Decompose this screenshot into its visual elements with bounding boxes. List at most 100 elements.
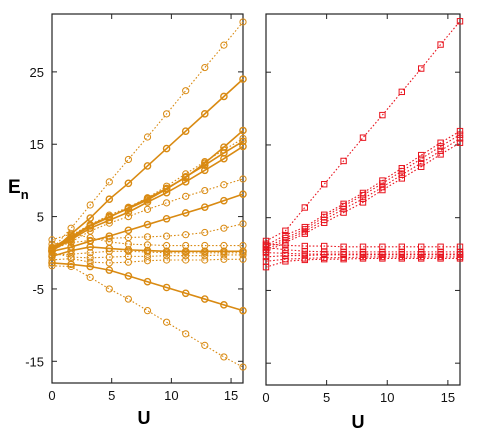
data-point (86, 262, 94, 271)
data-point (220, 301, 228, 309)
data-point (359, 199, 367, 206)
x-tick-label: 10 (164, 388, 178, 403)
data-point (163, 232, 171, 240)
data-point (48, 262, 56, 270)
data-point (220, 251, 228, 259)
series-9-line (51, 233, 243, 247)
data-point (418, 155, 425, 162)
data-point (182, 252, 190, 260)
series-12-line (51, 250, 243, 256)
data-point (239, 306, 247, 315)
data-point (239, 175, 247, 183)
data-point (201, 252, 209, 260)
data-point (201, 186, 209, 195)
data-point (181, 178, 190, 186)
data-point (200, 166, 209, 175)
series-11-line (51, 246, 243, 258)
x-tick-label: 15 (224, 388, 238, 403)
data-point (456, 127, 464, 135)
data-point (220, 143, 228, 151)
series-4-line (265, 137, 461, 251)
data-point (48, 240, 56, 248)
data-point (220, 41, 228, 49)
data-point (398, 175, 406, 182)
data-point (418, 151, 425, 159)
data-point (239, 126, 247, 135)
series-7-line (51, 178, 244, 251)
data-point (48, 251, 56, 259)
data-point (418, 65, 425, 72)
data-point (220, 92, 228, 101)
data-point (124, 179, 133, 188)
data-point (124, 212, 132, 221)
data-point (143, 198, 152, 206)
x-tick-label: 0 (262, 390, 269, 405)
data-point (124, 204, 133, 212)
data-point (201, 228, 209, 237)
data-point (201, 63, 209, 72)
data-point (340, 209, 347, 216)
data-point (105, 244, 114, 253)
data-point (86, 273, 94, 281)
data-point (124, 208, 133, 217)
data-point (418, 163, 425, 170)
data-point (239, 137, 247, 146)
data-point (163, 249, 171, 257)
series-10-line (51, 223, 244, 245)
data-point (220, 224, 228, 232)
data-point (359, 255, 367, 262)
data-point (398, 167, 406, 175)
data-point (48, 249, 56, 257)
data-point (340, 255, 347, 263)
series-13-line (51, 252, 243, 259)
data-point (200, 110, 209, 118)
data-point (379, 255, 386, 262)
data-point (201, 249, 209, 257)
data-point (239, 255, 247, 263)
y-tick-label: 25 (30, 65, 44, 80)
data-point (418, 255, 425, 262)
data-point (220, 196, 228, 205)
x-axis-label-right: U (352, 412, 365, 432)
series-2-line (51, 78, 244, 252)
series-1-line (51, 21, 244, 250)
data-point (124, 233, 132, 242)
data-point (359, 191, 367, 199)
data-point (163, 256, 171, 264)
data-point (182, 192, 190, 200)
right-panel: 0 5 10 15 (262, 13, 464, 405)
data-point (282, 227, 289, 234)
data-point (124, 258, 132, 266)
data-point (456, 18, 464, 25)
data-point (239, 190, 247, 198)
series-6-line (51, 145, 244, 252)
data-point (456, 131, 464, 138)
data-point (239, 363, 247, 371)
data-point (262, 240, 270, 248)
data-point (162, 188, 171, 197)
data-point (301, 204, 309, 211)
data-point (162, 214, 171, 223)
x-tick-label: 10 (380, 390, 394, 405)
data-point (143, 205, 152, 213)
data-point (379, 186, 386, 194)
data-point (456, 255, 464, 262)
data-point (105, 195, 114, 204)
data-point (163, 318, 171, 326)
data-point (124, 226, 133, 235)
data-point (220, 255, 228, 263)
data-point (105, 178, 113, 186)
data-point (239, 220, 247, 228)
y-tick-label: 15 (30, 137, 44, 152)
data-point (321, 255, 328, 263)
data-point (86, 249, 94, 257)
series-10-line (265, 256, 460, 262)
data-point (340, 200, 347, 208)
data-point (262, 253, 270, 261)
data-point (182, 330, 190, 338)
data-point (181, 127, 190, 136)
data-point (143, 277, 152, 286)
data-point (124, 295, 132, 303)
data-point (437, 41, 444, 48)
